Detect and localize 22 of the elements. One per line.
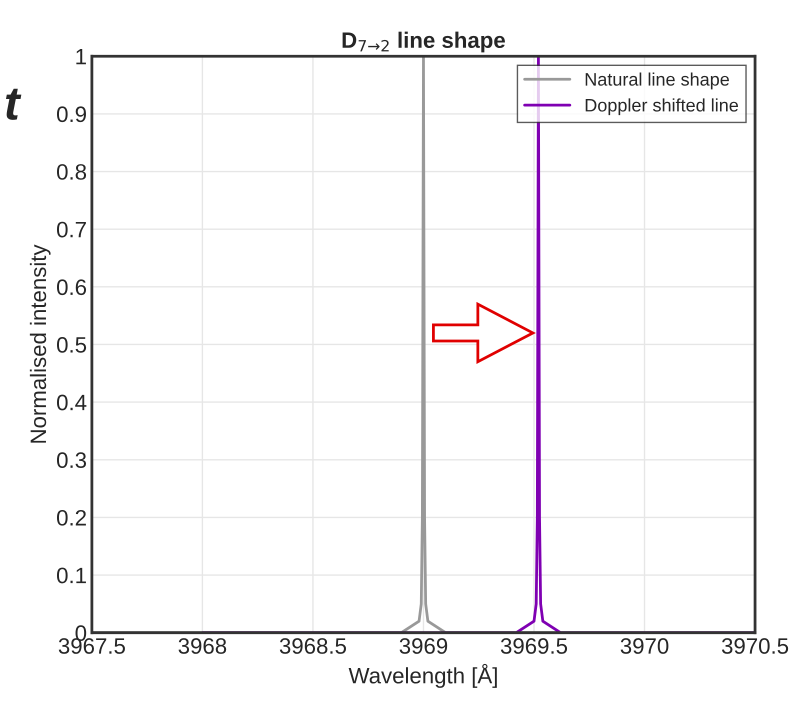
x-tick-label: 3970.5 xyxy=(722,638,788,654)
x-tick-label: 3969.5 xyxy=(500,638,568,654)
x-tick-label: 3968 xyxy=(178,638,226,654)
x-tick-label: 3968.5 xyxy=(280,638,346,654)
y-tick-label: 0.5 xyxy=(57,337,86,353)
text: t xyxy=(6,88,22,120)
chart-title: D$_{7→2}$ line shape xyxy=(342,32,505,52)
x-tick-label: 3969 xyxy=(400,638,448,654)
y-tick-label: 0.2 xyxy=(57,510,86,526)
y-tick-label: 0.7 xyxy=(57,222,86,238)
legend-label: Doppler shifted line xyxy=(586,98,738,116)
y-tick-label: 1 xyxy=(76,49,86,64)
x-tick-label: 3970 xyxy=(620,638,668,654)
y-tick-label: 0.8 xyxy=(57,164,86,180)
y-tick-label: 0.6 xyxy=(57,279,86,296)
y-tick-label: 0.4 xyxy=(57,394,86,410)
y-tick-label: 0.3 xyxy=(57,452,86,468)
legend-label: Natural line shape xyxy=(586,72,729,90)
y-tick-label: 0.9 xyxy=(57,106,86,122)
y-axis-title: Normalised intensity xyxy=(30,244,51,443)
x-axis-title: Wavelength [Å] xyxy=(348,664,497,688)
y-tick-label: 0.1 xyxy=(57,568,86,584)
